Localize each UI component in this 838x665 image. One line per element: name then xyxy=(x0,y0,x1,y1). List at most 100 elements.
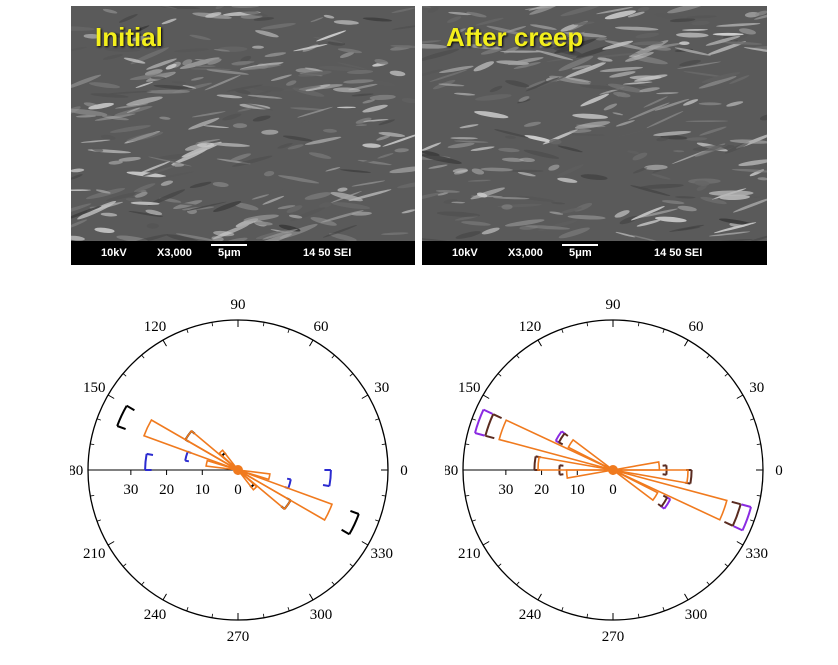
angle-label: 60 xyxy=(314,319,329,335)
sem-flake xyxy=(755,10,767,16)
minor-tick xyxy=(724,373,729,377)
sem-flake xyxy=(129,72,174,81)
sem-flake xyxy=(718,218,753,226)
sem-flake xyxy=(172,163,185,167)
rose-petal xyxy=(218,449,239,471)
radial-label: 10 xyxy=(570,482,585,498)
minor-tick xyxy=(211,322,214,327)
sem-flake xyxy=(343,79,374,84)
sem-flake xyxy=(632,152,648,161)
sem-flake xyxy=(348,189,392,202)
sem-flake xyxy=(243,214,279,222)
sem-flake xyxy=(262,195,285,205)
sem-flake xyxy=(172,202,199,206)
sem-flake xyxy=(643,96,668,108)
sem-flake xyxy=(475,17,504,26)
scale-bar xyxy=(211,244,247,246)
sem-flake xyxy=(504,219,545,227)
angle-tick xyxy=(309,593,314,601)
sem-flake xyxy=(453,28,466,35)
sem-flake xyxy=(422,154,462,164)
angle-tick xyxy=(482,394,490,399)
sem-flake xyxy=(100,212,118,217)
sem-flake xyxy=(679,59,701,67)
angle-label: 150 xyxy=(458,380,481,396)
angle-label: 270 xyxy=(602,629,625,645)
sem-flake xyxy=(119,25,150,39)
sem-flake xyxy=(709,238,753,241)
sem-flake xyxy=(653,130,692,137)
angle-label: 240 xyxy=(144,607,167,623)
sem-flake xyxy=(574,121,611,129)
sem-flake xyxy=(237,107,253,112)
sem-flake xyxy=(560,23,579,32)
sem-flake xyxy=(471,168,485,175)
sem-flake xyxy=(569,133,605,136)
sem-flake xyxy=(391,7,415,14)
sem-flake xyxy=(729,75,750,85)
minor-tick xyxy=(331,581,335,586)
rose-petal xyxy=(237,469,334,522)
sem-flake xyxy=(492,196,530,200)
angle-label: 240 xyxy=(519,607,542,623)
sem-flake xyxy=(516,195,555,202)
sem-scale: 5μm xyxy=(218,247,241,259)
sem-flake xyxy=(713,222,757,234)
sem-flake xyxy=(242,102,274,111)
sem-flake xyxy=(155,171,195,180)
sem-flake xyxy=(427,7,439,13)
sem-flake xyxy=(759,114,767,121)
sem-flake xyxy=(473,61,495,72)
minor-tick xyxy=(90,443,95,446)
rose-petal xyxy=(612,460,661,471)
sem-flake xyxy=(213,230,235,237)
sem-flake xyxy=(669,224,705,232)
sem-flake xyxy=(732,197,767,213)
sem-flake xyxy=(372,80,397,87)
sem-flake xyxy=(213,49,230,52)
sem-flake xyxy=(263,170,275,177)
sem-flake xyxy=(480,167,513,172)
sem-flake xyxy=(643,42,686,51)
sem-flake xyxy=(71,108,108,116)
angle-label: 270 xyxy=(227,629,250,645)
sem-flake xyxy=(635,32,659,39)
sem-flake xyxy=(71,168,85,173)
minor-tick xyxy=(561,607,564,612)
sem-flake xyxy=(633,167,648,174)
rose-petal xyxy=(612,469,728,521)
radial-label: 0 xyxy=(234,482,242,498)
sem-texture xyxy=(71,6,415,241)
sem-flake xyxy=(598,13,609,18)
angle-tick xyxy=(107,541,115,546)
sem-flake xyxy=(331,202,371,210)
sem-flake xyxy=(422,150,440,157)
sem-flake xyxy=(195,65,216,68)
sem-flake xyxy=(447,142,475,149)
sem-flake xyxy=(726,101,744,107)
sem-flake xyxy=(464,44,502,50)
minor-tick xyxy=(186,328,189,333)
sem-flake xyxy=(580,93,610,107)
minor-tick xyxy=(262,322,265,327)
rose-center xyxy=(608,465,618,475)
minor-tick xyxy=(756,443,761,446)
rose-petal xyxy=(657,494,668,508)
sem-flake xyxy=(557,145,583,153)
sem-flake xyxy=(698,76,737,89)
sem-flake xyxy=(505,26,527,33)
sem-flake xyxy=(694,180,710,186)
sem-info: 14 50 SEI xyxy=(303,247,352,259)
angle-label: 330 xyxy=(746,546,769,562)
sem-flake xyxy=(125,197,143,202)
sem-flake xyxy=(253,17,275,21)
sem-flake xyxy=(134,191,148,198)
sem-flake xyxy=(481,227,500,235)
sem-flake xyxy=(270,74,292,81)
sem-flake xyxy=(330,191,363,203)
sem-flake xyxy=(153,84,193,90)
sem-flake xyxy=(71,174,83,180)
rose-petal xyxy=(144,452,154,471)
sem-magnification: X3,000 xyxy=(508,247,543,259)
sem-flake xyxy=(126,96,163,106)
